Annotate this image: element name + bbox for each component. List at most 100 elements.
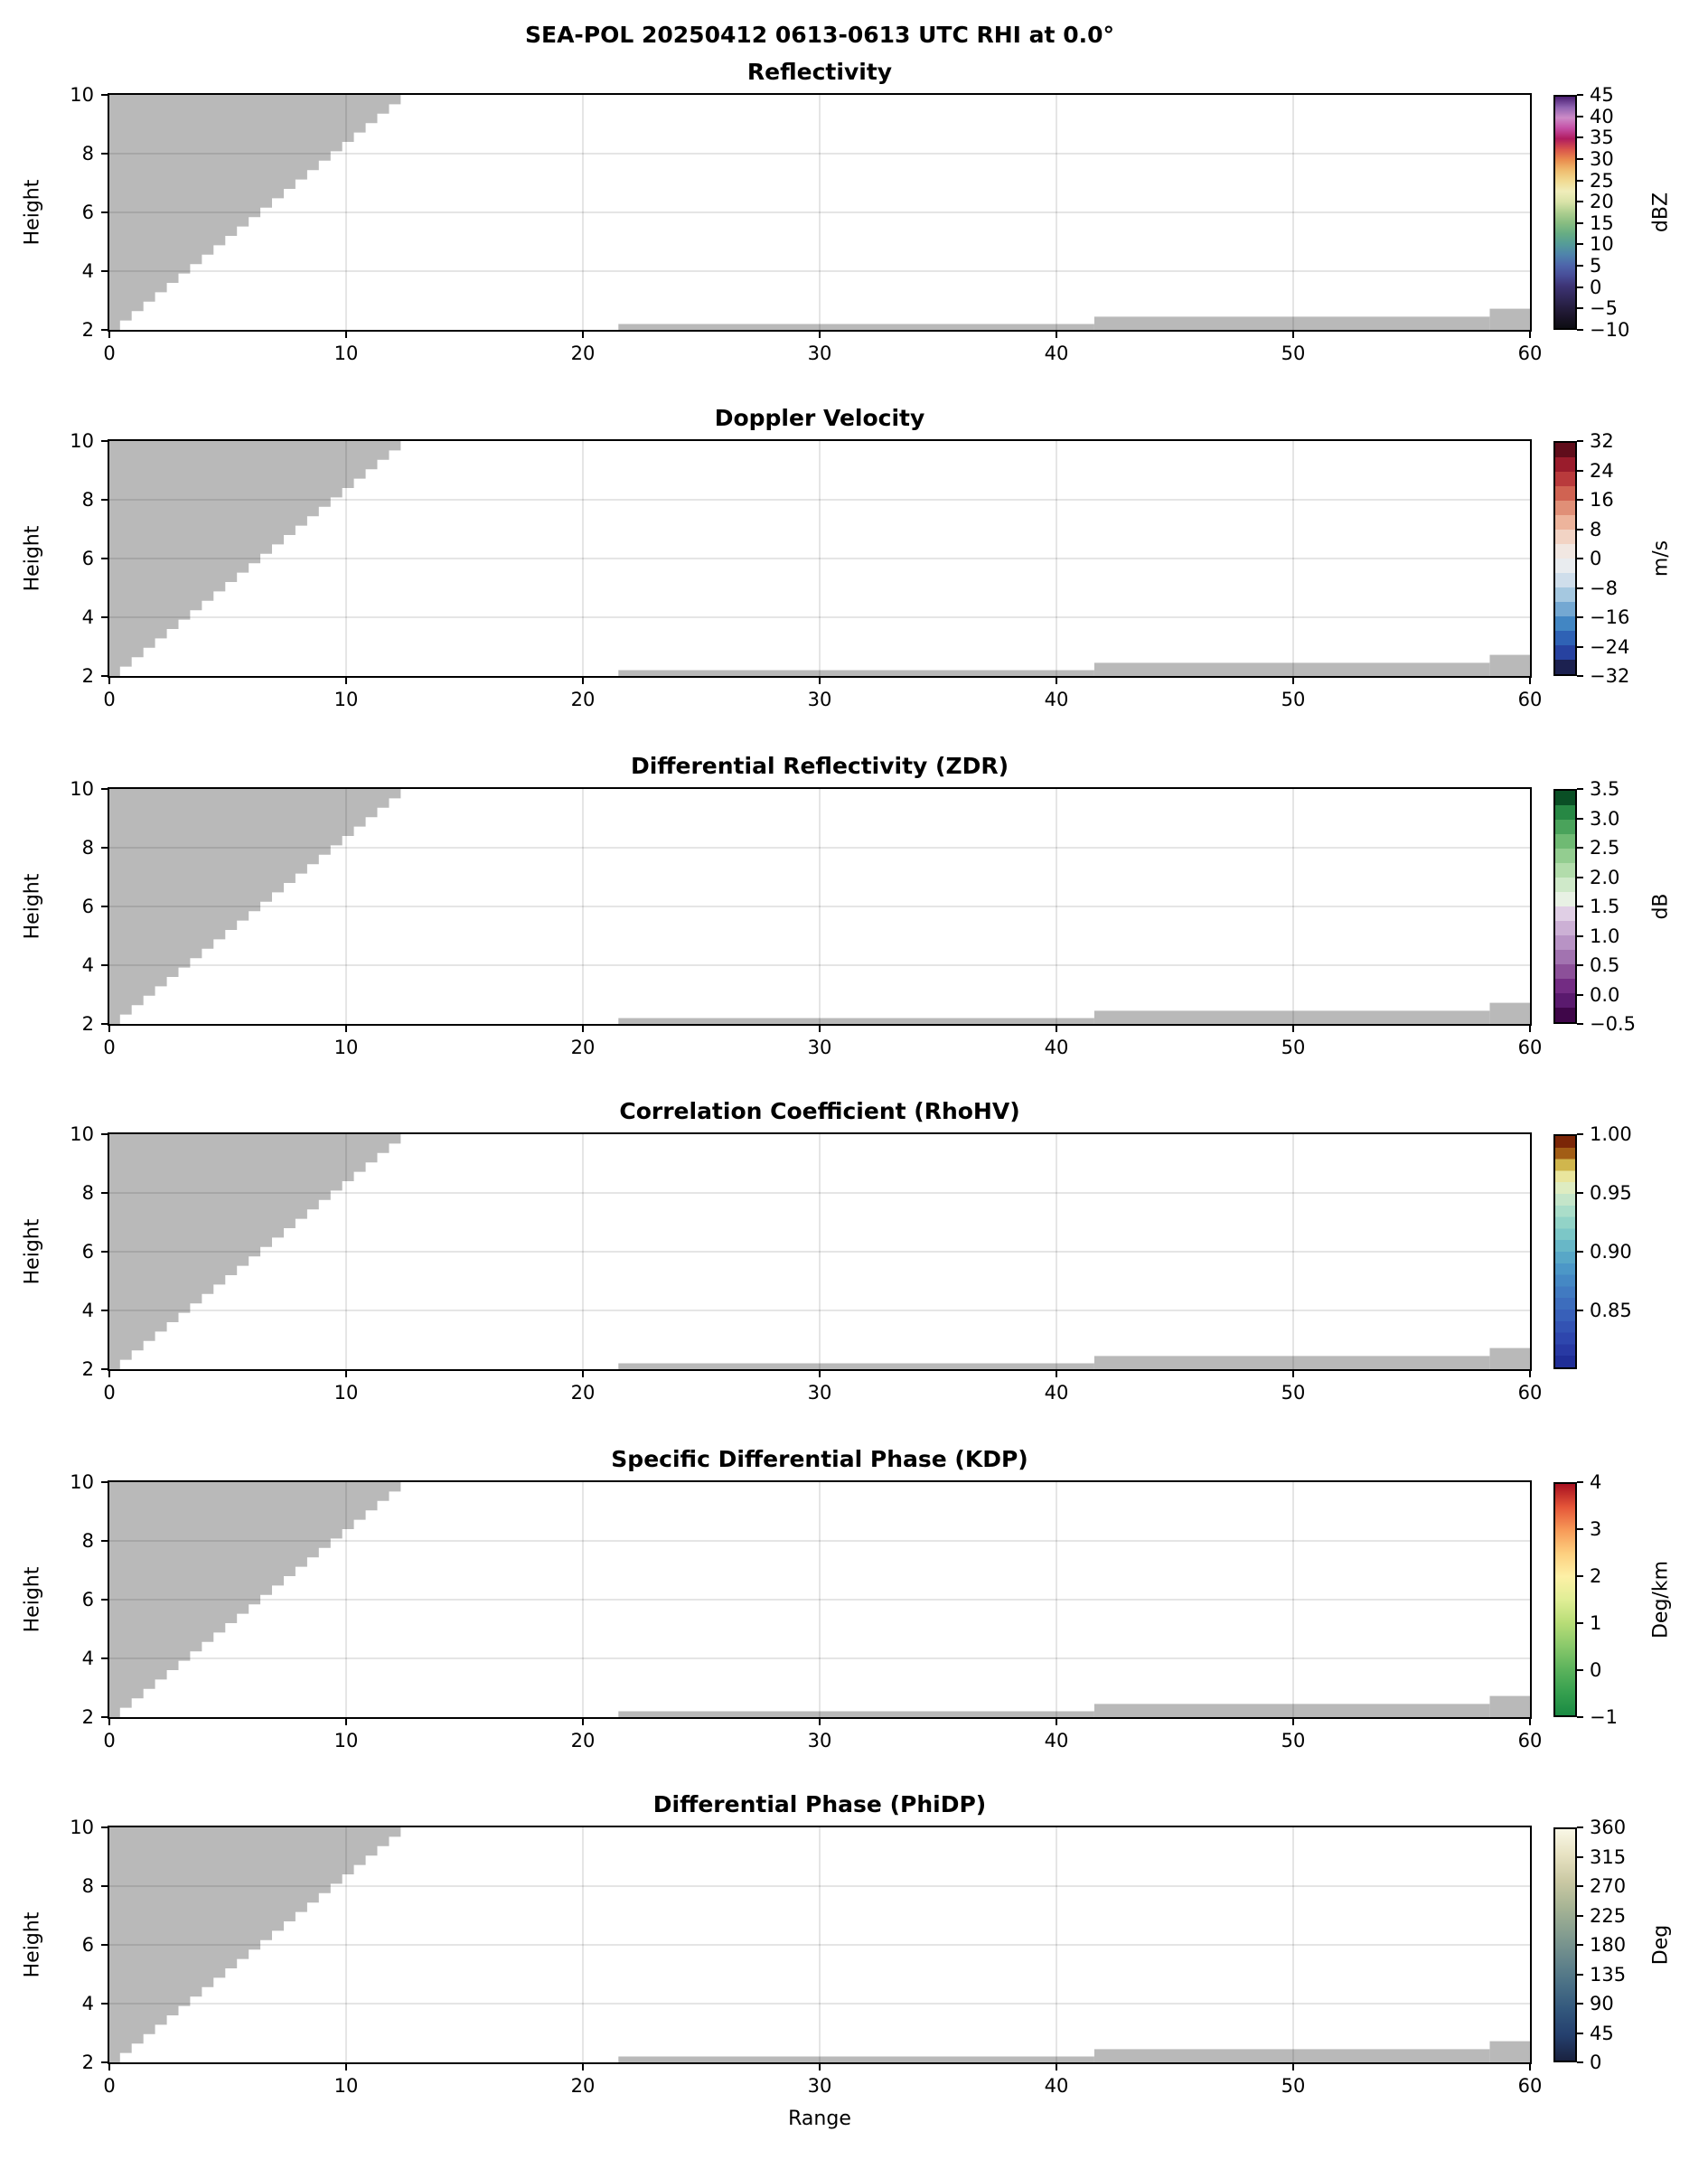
x-tick — [1056, 2064, 1057, 2070]
colorbar-unit-label: dB — [1649, 893, 1673, 920]
colorbar-tick — [1577, 1826, 1583, 1828]
colorbar-tick-label: 3 — [1590, 1518, 1602, 1540]
y-tick — [101, 1599, 108, 1601]
colorbar-tick-label: 2 — [1590, 1565, 1602, 1587]
gridline-x30 — [819, 441, 821, 676]
x-tick — [345, 332, 347, 338]
gridline-x10 — [345, 1482, 347, 1717]
x-tick — [819, 1026, 821, 1032]
gridline-x40 — [1056, 1134, 1057, 1369]
x-tick-label: 0 — [103, 2075, 116, 2097]
x-tick-label: 20 — [570, 689, 596, 710]
colorbar-tick-label: 0.0 — [1590, 983, 1620, 1006]
colorbar-tick-label: −5 — [1590, 297, 1618, 320]
x-tick-label: 10 — [333, 1382, 359, 1404]
colorbar-tick — [1577, 1251, 1583, 1253]
gridline-y4 — [109, 270, 1530, 272]
colorbar-tick-label: 40 — [1590, 105, 1614, 127]
colorbar-tick-label: 1 — [1590, 1612, 1602, 1634]
colorbar-tick — [1577, 329, 1583, 331]
y-tick — [101, 499, 108, 501]
y-tick — [101, 1944, 108, 1946]
panel-title: Differential Reflectivity (ZDR) — [630, 753, 1009, 779]
x-tick-label: 10 — [333, 1037, 359, 1058]
x-tick — [1056, 678, 1057, 684]
x-tick-label: 40 — [1044, 1037, 1069, 1058]
gridline-x10 — [345, 95, 347, 330]
masked-no-data-regions — [109, 1134, 1530, 1369]
gridline-x20 — [582, 1827, 584, 2062]
colorbar-tick — [1577, 1669, 1583, 1671]
colorbar-tick — [1577, 1481, 1583, 1483]
colorbar-tick — [1577, 115, 1583, 117]
colorbar-tick-label: 0.95 — [1590, 1182, 1632, 1204]
colorbar-tick — [1577, 157, 1583, 160]
y-tick — [101, 2061, 108, 2063]
colorbar-tick-label: 5 — [1590, 255, 1602, 277]
y-tick — [101, 1310, 108, 1311]
colorbar-tick — [1577, 286, 1583, 288]
colorbar-tick — [1577, 1575, 1583, 1577]
colorbar-tick — [1577, 528, 1583, 531]
colorbar — [1553, 95, 1577, 330]
colorbar-tick-label: 25 — [1590, 169, 1614, 192]
colorbar-tick — [1577, 817, 1583, 820]
x-tick-label: 0 — [103, 1382, 116, 1404]
masked-strip — [618, 670, 1094, 676]
colorbar-tick-label: −8 — [1590, 577, 1618, 599]
colorbar-tick-label: 360 — [1590, 1817, 1627, 1838]
masked-no-data-regions — [109, 789, 1530, 1024]
x-tick — [1056, 1719, 1057, 1725]
colorbar-tick — [1577, 1192, 1583, 1194]
gridline-x20 — [582, 789, 584, 1024]
y-tick — [101, 964, 108, 966]
x-tick — [345, 2064, 347, 2070]
y-tick-label: 4 — [81, 260, 94, 282]
colorbar-tick — [1577, 265, 1583, 268]
x-tick-label: 60 — [1517, 1382, 1543, 1404]
colorbar — [1553, 1827, 1577, 2062]
colorbar-tick-label: 4 — [1590, 1471, 1602, 1493]
y-tick-label: 2 — [81, 665, 94, 687]
colorbar-tick — [1577, 1528, 1583, 1530]
masked-strip — [618, 2056, 1094, 2062]
y-tick — [101, 616, 108, 618]
colorbar-tick — [1577, 1622, 1583, 1624]
colorbar-tick — [1577, 2061, 1583, 2063]
gridline-x50 — [1292, 441, 1294, 676]
masked-strip — [1489, 654, 1530, 676]
x-tick-label: 60 — [1517, 2075, 1543, 2097]
y-tick — [101, 1368, 108, 1370]
x-tick-label: 50 — [1281, 1382, 1306, 1404]
y-axis-label: Height — [21, 873, 44, 940]
gridline-y8 — [109, 1540, 1530, 1542]
y-tick — [101, 1885, 108, 1887]
gridline-x20 — [582, 1134, 584, 1369]
panel-title: Specific Differential Phase (KDP) — [611, 1446, 1028, 1472]
gridline-x40 — [1056, 95, 1057, 330]
colorbar — [1553, 441, 1577, 676]
x-tick-label: 60 — [1517, 689, 1543, 710]
figure-suptitle: SEA-POL 20250412 0613-0613 UTC RHI at 0.… — [524, 22, 1114, 48]
colorbar-tick-label: 3.5 — [1590, 778, 1620, 800]
colorbar-tick-label: 15 — [1590, 211, 1614, 234]
x-tick — [582, 678, 584, 684]
gridline-x20 — [582, 1482, 584, 1717]
gridline-x10 — [345, 1827, 347, 2062]
gridline-x50 — [1292, 95, 1294, 330]
colorbar-tick — [1577, 1944, 1583, 1946]
masked-strip — [1489, 308, 1530, 330]
y-axis-label: Height — [21, 1566, 44, 1633]
y-tick-label: 10 — [70, 1471, 94, 1493]
x-tick — [1292, 2064, 1294, 2070]
colorbar-tick-label: −16 — [1590, 606, 1630, 628]
gridline-x20 — [582, 441, 584, 676]
colorbar-tick-label: 16 — [1590, 489, 1614, 511]
colorbar-tick-label: 10 — [1590, 233, 1614, 256]
colorbar-tick — [1577, 558, 1583, 559]
y-tick-label: 8 — [81, 489, 94, 511]
y-tick-label: 4 — [81, 954, 94, 976]
y-tick — [101, 788, 108, 790]
x-tick — [582, 332, 584, 338]
x-tick — [582, 1026, 584, 1032]
